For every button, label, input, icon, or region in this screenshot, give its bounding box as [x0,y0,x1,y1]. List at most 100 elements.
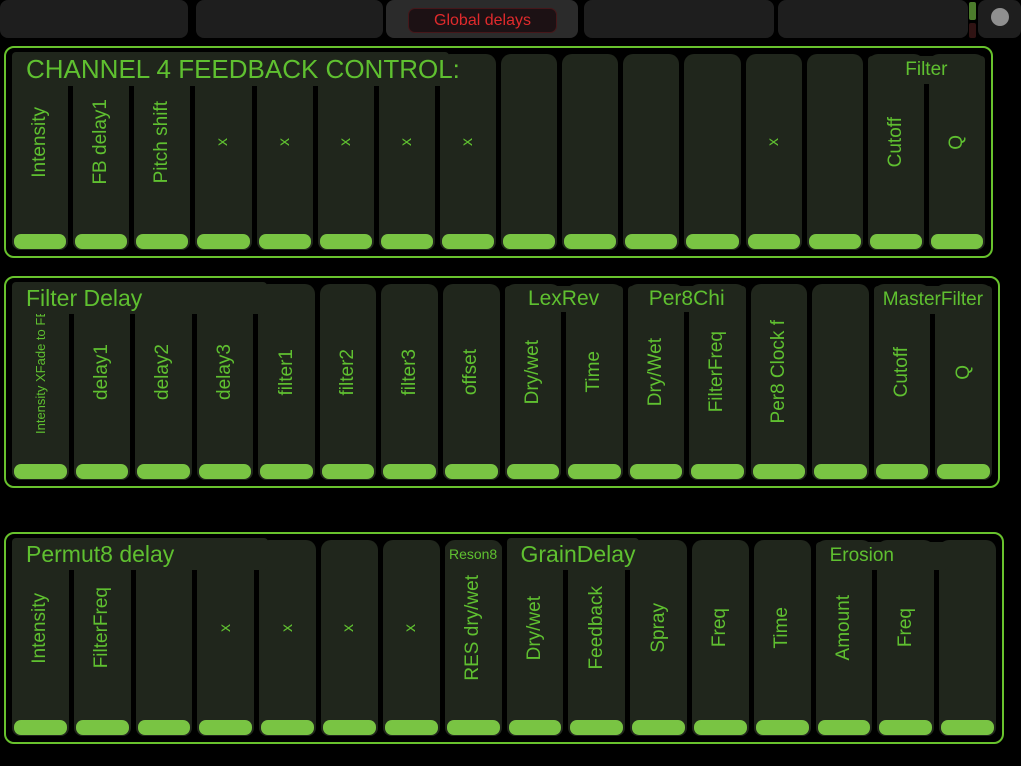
fader-delay2[interactable]: delay2 [135,284,192,480]
fader-amount[interactable]: Amount [815,540,873,736]
fader-handle[interactable] [941,720,994,735]
fader-filter-delay-14[interactable] [812,284,869,480]
fader-handle[interactable] [879,720,933,735]
fader-handle[interactable] [260,464,313,479]
fader-filterfreq[interactable]: FilterFreq [73,540,131,736]
fader-handle[interactable] [506,464,560,479]
fader-handle[interactable] [321,464,375,479]
fader-dry-wet[interactable]: Dry/wet [506,540,564,736]
fader-handle[interactable] [752,464,806,479]
fader-handle[interactable] [75,234,128,249]
fader-handle[interactable] [564,234,617,249]
fader-handle[interactable] [686,234,739,249]
fader-handle[interactable] [508,720,562,735]
fader-offset[interactable]: offset [442,284,500,480]
fader-handle[interactable] [444,464,498,479]
fader-channel4-feedback-12[interactable] [684,54,741,250]
fader-handle[interactable] [136,234,189,249]
tab-3-global-delays[interactable]: Global delays [386,0,578,38]
fader-handle[interactable] [137,464,190,479]
fader-handle[interactable] [632,720,685,735]
fader-freq[interactable]: Freq [691,540,749,736]
fader-handle[interactable] [869,234,922,249]
fader-time[interactable]: Time [566,284,623,480]
fader-pitch-shift[interactable]: Pitch shift [134,54,191,250]
fader-handle[interactable] [384,720,438,735]
fader-handle[interactable] [75,464,129,479]
fader-delay1[interactable]: delay1 [73,284,131,480]
fader-handle[interactable] [75,720,129,735]
fader-spray[interactable]: Spray [630,540,687,736]
fader-handle[interactable] [693,720,747,735]
fader-filter1[interactable]: filter1 [258,284,315,480]
fader-res-dry-wet[interactable]: RES dry/wet [444,540,502,736]
fader-handle[interactable] [441,234,494,249]
fader-handle[interactable] [323,720,376,735]
fader-channel4-feedback-14[interactable] [806,54,863,250]
fader-permut8-delay-16[interactable] [939,540,996,736]
tab-5[interactable] [778,0,968,38]
fader-q[interactable]: Q [928,54,985,250]
fader-dry-wet[interactable]: Dry/wet [504,284,562,480]
fader-handle[interactable] [14,234,67,249]
fader-handle[interactable] [629,464,683,479]
global-delays-button[interactable]: Global delays [408,8,557,33]
fader-x[interactable]: x [317,54,374,250]
fader-handle[interactable] [747,234,800,249]
fader-intensity-xfade-to-fb[interactable]: Intensity XFade to FB [12,284,69,480]
fader-time[interactable]: Time [753,540,811,736]
fader-channel4-feedback-11[interactable] [623,54,680,250]
fader-x[interactable]: x [321,540,378,736]
fader-handle[interactable] [198,464,252,479]
tab-2[interactable] [196,0,383,38]
fader-handle[interactable] [755,720,809,735]
fader-handle[interactable] [383,464,436,479]
fader-permut8-delay-3[interactable] [135,540,193,736]
fader-handle[interactable] [875,464,929,479]
fader-x[interactable]: x [259,540,317,736]
fader-intensity[interactable]: Intensity [12,54,69,250]
fader-x[interactable]: x [197,540,255,736]
fader-handle[interactable] [446,720,500,735]
fader-x[interactable]: x [745,54,802,250]
fader-dry-wet[interactable]: Dry/Wet [627,284,685,480]
fader-handle[interactable] [691,464,744,479]
fader-handle[interactable] [817,720,871,735]
fader-handle[interactable] [625,234,678,249]
fader-filterfreq[interactable]: FilterFreq [689,284,746,480]
fader-handle[interactable] [380,234,433,249]
fader-handle[interactable] [137,720,191,735]
fader-filter3[interactable]: filter3 [381,284,438,480]
fader-handle[interactable] [197,234,250,249]
fader-handle[interactable] [199,720,253,735]
fader-cutoff[interactable]: Cutoff [867,54,924,250]
fader-handle[interactable] [261,720,315,735]
fader-handle[interactable] [14,720,67,735]
fader-channel4-feedback-9[interactable] [501,54,558,250]
fader-handle[interactable] [319,234,372,249]
fader-handle[interactable] [814,464,867,479]
fader-x[interactable]: x [439,54,496,250]
fader-handle[interactable] [937,464,990,479]
fader-channel4-feedback-10[interactable] [562,54,619,250]
fader-x[interactable]: x [256,54,313,250]
fader-per8-clock-f[interactable]: Per8 Clock f [750,284,808,480]
fader-cutoff[interactable]: Cutoff [873,284,931,480]
fader-x[interactable]: x [382,540,440,736]
fader-handle[interactable] [14,464,67,479]
fader-q[interactable]: Q [935,284,992,480]
fader-intensity[interactable]: Intensity [12,540,69,736]
fader-feedback[interactable]: Feedback [568,540,626,736]
fader-handle[interactable] [570,720,624,735]
fader-handle[interactable] [503,234,556,249]
fader-filter2[interactable]: filter2 [319,284,377,480]
fader-handle[interactable] [930,234,983,249]
fader-x[interactable]: x [378,54,435,250]
fader-x[interactable]: x [195,54,252,250]
tab-1[interactable] [0,0,188,38]
fader-freq[interactable]: Freq [877,540,935,736]
fader-fb-delay1[interactable]: FB delay1 [73,54,130,250]
tab-4[interactable] [584,0,774,38]
fader-delay3[interactable]: delay3 [196,284,254,480]
fader-handle[interactable] [258,234,311,249]
